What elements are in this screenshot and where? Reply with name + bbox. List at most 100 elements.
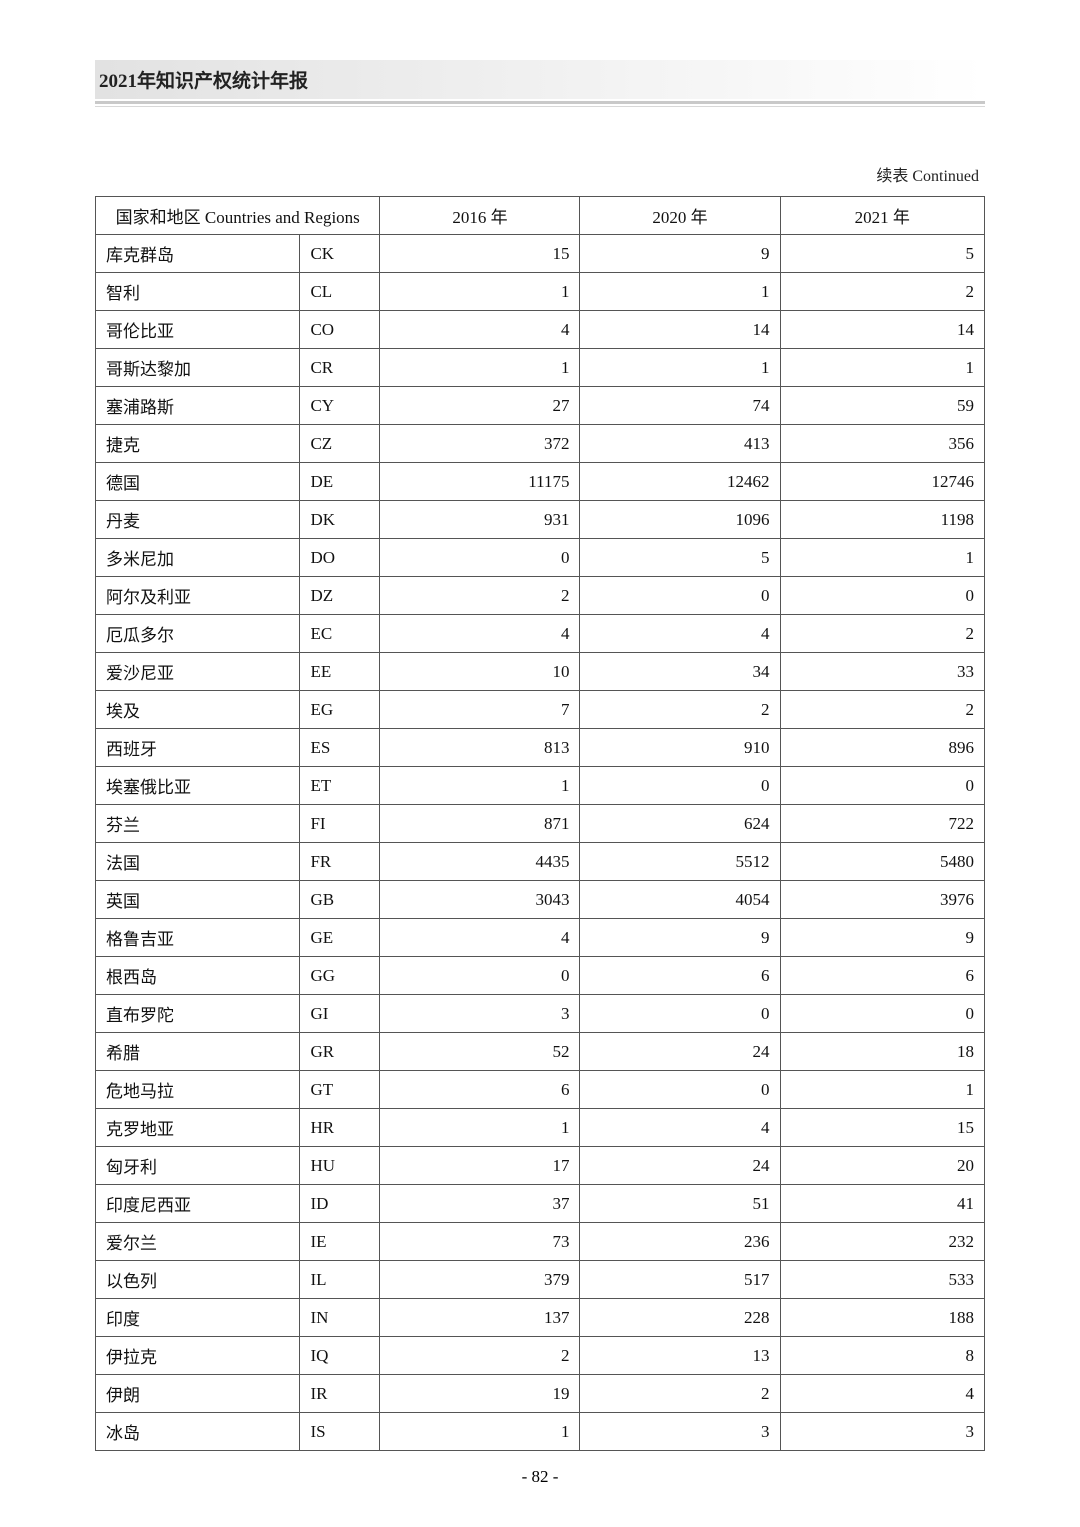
table-row: 根西岛GG066 bbox=[96, 957, 985, 995]
value-2021: 41 bbox=[780, 1185, 985, 1223]
value-2016: 73 bbox=[380, 1223, 580, 1261]
value-2016: 4 bbox=[380, 311, 580, 349]
report-title: 2021年知识产权统计年报 bbox=[95, 60, 985, 99]
value-2021: 188 bbox=[780, 1299, 985, 1337]
country-name: 爱沙尼亚 bbox=[96, 653, 300, 691]
value-2016: 1 bbox=[380, 349, 580, 387]
value-2020: 24 bbox=[580, 1033, 780, 1071]
value-2021: 356 bbox=[780, 425, 985, 463]
table-row: 伊朗IR1924 bbox=[96, 1375, 985, 1413]
country-code: CY bbox=[300, 387, 380, 425]
page-number: - 82 - bbox=[0, 1467, 1080, 1487]
country-code: CK bbox=[300, 235, 380, 273]
table-row: 芬兰FI871624722 bbox=[96, 805, 985, 843]
country-name: 西班牙 bbox=[96, 729, 300, 767]
value-2021: 533 bbox=[780, 1261, 985, 1299]
value-2021: 3 bbox=[780, 1413, 985, 1451]
value-2020: 228 bbox=[580, 1299, 780, 1337]
country-code: FR bbox=[300, 843, 380, 881]
table-row: 伊拉克IQ2138 bbox=[96, 1337, 985, 1375]
value-2020: 413 bbox=[580, 425, 780, 463]
value-2021: 8 bbox=[780, 1337, 985, 1375]
value-2016: 19 bbox=[380, 1375, 580, 1413]
country-code: CZ bbox=[300, 425, 380, 463]
value-2020: 1 bbox=[580, 273, 780, 311]
country-code: DE bbox=[300, 463, 380, 501]
value-2016: 2 bbox=[380, 577, 580, 615]
value-2020: 3 bbox=[580, 1413, 780, 1451]
value-2021: 1 bbox=[780, 349, 985, 387]
country-code: GB bbox=[300, 881, 380, 919]
country-name: 爱尔兰 bbox=[96, 1223, 300, 1261]
table-row: 直布罗陀GI300 bbox=[96, 995, 985, 1033]
country-name: 伊朗 bbox=[96, 1375, 300, 1413]
country-name: 格鲁吉亚 bbox=[96, 919, 300, 957]
table-row: 希腊GR522418 bbox=[96, 1033, 985, 1071]
country-name: 危地马拉 bbox=[96, 1071, 300, 1109]
table-row: 危地马拉GT601 bbox=[96, 1071, 985, 1109]
table-row: 塞浦路斯CY277459 bbox=[96, 387, 985, 425]
col-year-2016: 2016 年 bbox=[380, 197, 580, 235]
table-row: 德国DE111751246212746 bbox=[96, 463, 985, 501]
value-2016: 0 bbox=[380, 539, 580, 577]
country-name: 哥斯达黎加 bbox=[96, 349, 300, 387]
table-row: 厄瓜多尔EC442 bbox=[96, 615, 985, 653]
value-2021: 15 bbox=[780, 1109, 985, 1147]
value-2020: 0 bbox=[580, 577, 780, 615]
value-2016: 379 bbox=[380, 1261, 580, 1299]
value-2020: 517 bbox=[580, 1261, 780, 1299]
value-2016: 3043 bbox=[380, 881, 580, 919]
table-row: 埃及EG722 bbox=[96, 691, 985, 729]
table-row: 克罗地亚HR1415 bbox=[96, 1109, 985, 1147]
country-name: 根西岛 bbox=[96, 957, 300, 995]
country-name: 匈牙利 bbox=[96, 1147, 300, 1185]
value-2021: 9 bbox=[780, 919, 985, 957]
country-name: 埃塞俄比亚 bbox=[96, 767, 300, 805]
country-name: 克罗地亚 bbox=[96, 1109, 300, 1147]
country-name: 伊拉克 bbox=[96, 1337, 300, 1375]
value-2021: 2 bbox=[780, 615, 985, 653]
table-row: 哥伦比亚CO41414 bbox=[96, 311, 985, 349]
value-2021: 722 bbox=[780, 805, 985, 843]
table-row: 智利CL112 bbox=[96, 273, 985, 311]
table-row: 英国GB304340543976 bbox=[96, 881, 985, 919]
value-2020: 1 bbox=[580, 349, 780, 387]
value-2021: 59 bbox=[780, 387, 985, 425]
value-2021: 232 bbox=[780, 1223, 985, 1261]
value-2016: 37 bbox=[380, 1185, 580, 1223]
country-code: EG bbox=[300, 691, 380, 729]
country-code: ET bbox=[300, 767, 380, 805]
value-2020: 51 bbox=[580, 1185, 780, 1223]
country-code: DZ bbox=[300, 577, 380, 615]
country-name: 以色列 bbox=[96, 1261, 300, 1299]
value-2020: 236 bbox=[580, 1223, 780, 1261]
table-body: 库克群岛CK1595智利CL112哥伦比亚CO41414哥斯达黎加CR111塞浦… bbox=[96, 235, 985, 1451]
table-row: 爱沙尼亚EE103433 bbox=[96, 653, 985, 691]
country-code: IQ bbox=[300, 1337, 380, 1375]
value-2020: 5512 bbox=[580, 843, 780, 881]
value-2016: 11175 bbox=[380, 463, 580, 501]
value-2016: 1 bbox=[380, 1413, 580, 1451]
table-row: 印度尼西亚ID375141 bbox=[96, 1185, 985, 1223]
table-row: 多米尼加DO051 bbox=[96, 539, 985, 577]
country-code: DO bbox=[300, 539, 380, 577]
value-2016: 1 bbox=[380, 767, 580, 805]
col-year-2021: 2021 年 bbox=[780, 197, 985, 235]
header-rule-thin bbox=[95, 106, 985, 107]
country-code: CL bbox=[300, 273, 380, 311]
value-2016: 372 bbox=[380, 425, 580, 463]
value-2020: 0 bbox=[580, 995, 780, 1033]
value-2021: 2 bbox=[780, 691, 985, 729]
value-2021: 6 bbox=[780, 957, 985, 995]
value-2020: 0 bbox=[580, 767, 780, 805]
value-2020: 4054 bbox=[580, 881, 780, 919]
table-row: 西班牙ES813910896 bbox=[96, 729, 985, 767]
table-row: 阿尔及利亚DZ200 bbox=[96, 577, 985, 615]
country-name: 智利 bbox=[96, 273, 300, 311]
value-2016: 1 bbox=[380, 1109, 580, 1147]
country-code: IN bbox=[300, 1299, 380, 1337]
country-code: IL bbox=[300, 1261, 380, 1299]
value-2021: 20 bbox=[780, 1147, 985, 1185]
value-2020: 5 bbox=[580, 539, 780, 577]
value-2020: 34 bbox=[580, 653, 780, 691]
